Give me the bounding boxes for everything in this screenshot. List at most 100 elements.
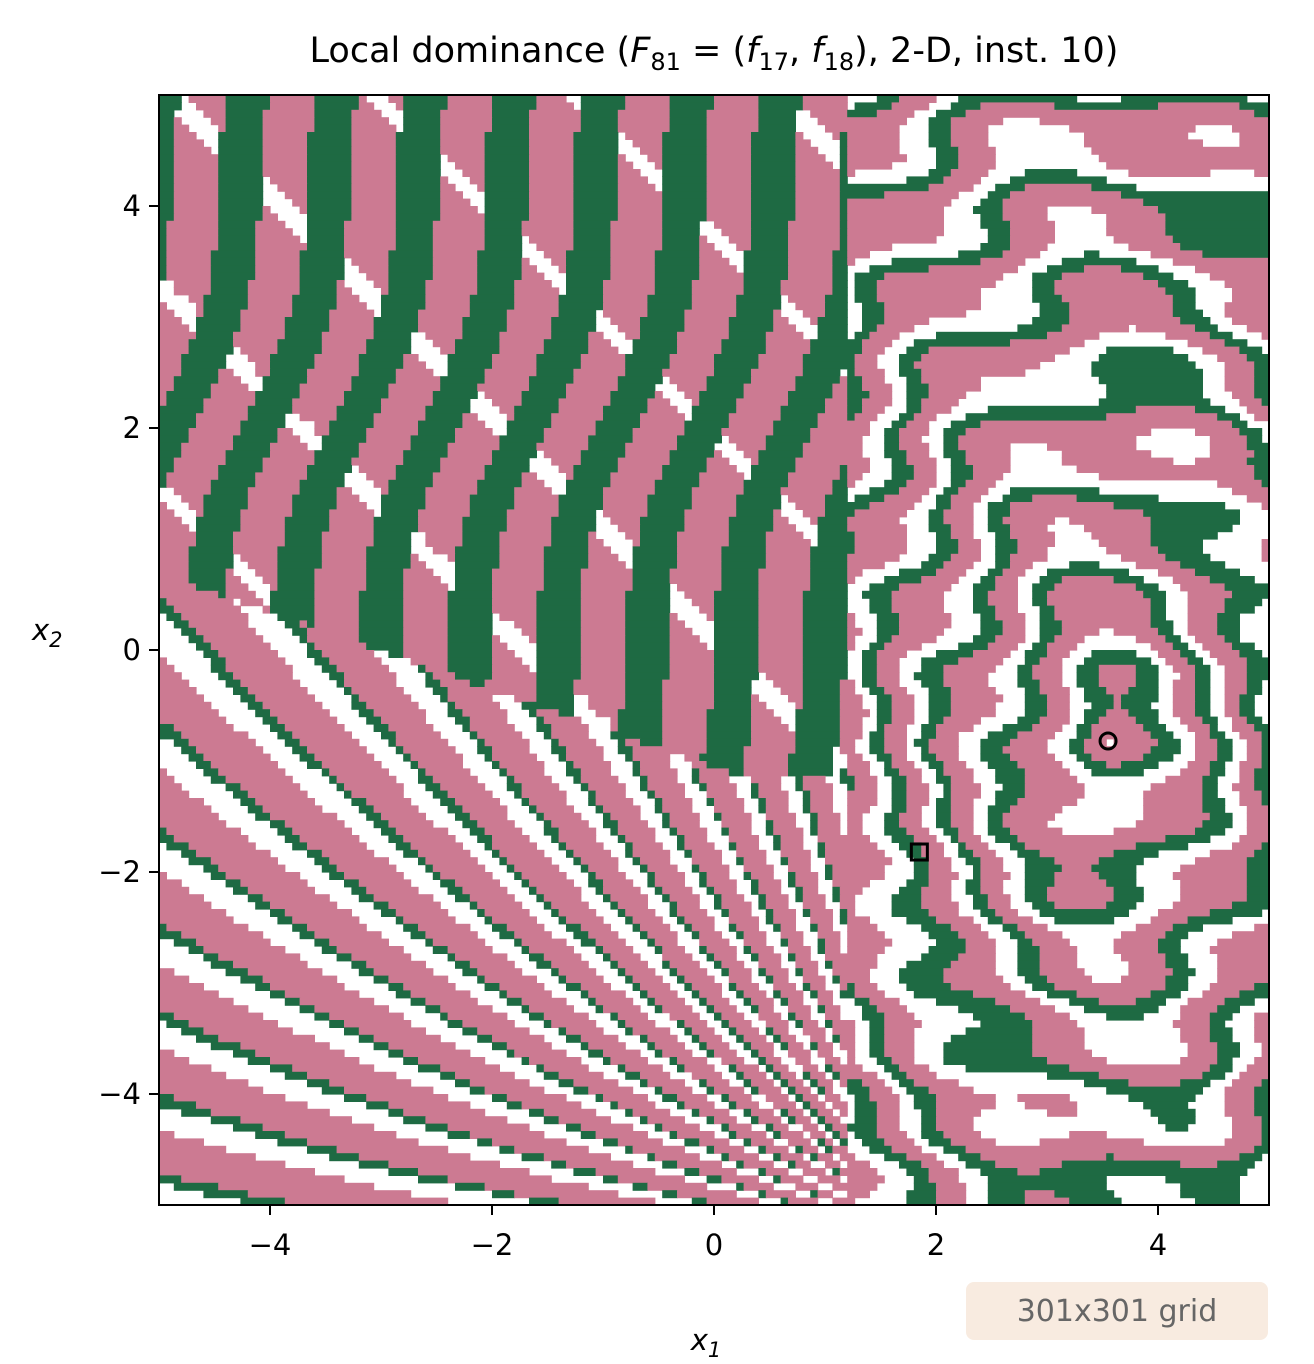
heatmap-cell	[862, 664, 878, 673]
heatmap-cell	[159, 1160, 286, 1169]
heatmap-cell	[432, 479, 478, 488]
heatmap-cell	[788, 997, 804, 1006]
heatmap-cell	[203, 309, 241, 318]
heatmap-cell	[1254, 383, 1269, 392]
heatmap-cell	[477, 272, 523, 281]
heatmap-cell	[965, 479, 996, 488]
markers	[909, 731, 1118, 862]
heatmap-cell	[950, 553, 981, 562]
heatmap-cell	[662, 1005, 693, 1014]
heatmap-cell	[699, 391, 745, 399]
heatmap-cell	[299, 287, 338, 296]
heatmap-cell	[210, 257, 256, 266]
heatmap-cell	[203, 109, 227, 118]
heatmap-cell	[1076, 465, 1255, 473]
heatmap-cell	[277, 553, 323, 562]
heatmap-cell	[240, 324, 286, 333]
heatmap-cell	[817, 812, 841, 821]
heatmap-cell	[714, 102, 759, 111]
heatmap-cell	[995, 835, 1018, 843]
heatmap-cell	[906, 376, 922, 385]
heatmap-cell	[1254, 450, 1269, 459]
heatmap-cell	[307, 146, 352, 155]
heatmap-cell	[921, 1123, 937, 1132]
heatmap-cell	[521, 391, 567, 399]
heatmap-cell	[307, 228, 345, 237]
heatmap-cell	[995, 790, 1026, 799]
heatmap-cell	[566, 1027, 604, 1036]
heatmap-cell	[654, 1042, 685, 1051]
heatmap-cell	[1172, 701, 1196, 710]
heatmap-cell	[603, 886, 641, 895]
heatmap-cell	[566, 849, 574, 858]
heatmap-cell	[366, 435, 412, 444]
heatmap-cell	[706, 176, 752, 185]
heatmap-cell	[765, 435, 811, 444]
heatmap-cell	[965, 450, 1011, 459]
heatmap-cell	[928, 124, 952, 133]
heatmap-cell	[358, 442, 412, 451]
heatmap-cell	[913, 1079, 959, 1088]
heatmap-cell	[233, 790, 249, 799]
heatmap-cell	[1128, 968, 1174, 977]
heatmap-cell	[543, 953, 582, 962]
heatmap-cell	[647, 1182, 708, 1191]
heatmap-cell	[906, 1086, 930, 1095]
heatmap-cell	[447, 886, 463, 895]
heatmap-cell	[418, 509, 471, 518]
heatmap-cell	[847, 206, 944, 214]
heatmap-cell	[366, 583, 404, 592]
heatmap-cell	[358, 613, 404, 621]
heatmap-cell	[669, 827, 678, 836]
heatmap-cell	[432, 243, 486, 251]
heatmap-cell	[580, 768, 611, 777]
heatmap-cell	[847, 761, 870, 769]
heatmap-cell	[159, 368, 182, 377]
heatmap-cell	[854, 546, 907, 555]
heatmap-cell	[758, 953, 782, 962]
heatmap-cell	[854, 1108, 878, 1117]
heatmap-cell	[936, 812, 952, 821]
heatmap-cell	[536, 102, 574, 111]
heatmap-cell	[536, 361, 582, 370]
heatmap-cell	[965, 938, 996, 947]
heatmap-cell	[218, 1034, 315, 1043]
heatmap-cell	[773, 1101, 796, 1110]
heatmap-cell	[728, 324, 774, 333]
heatmap-cell	[455, 953, 508, 962]
heatmap-cell	[595, 428, 634, 436]
heatmap-cell	[484, 368, 537, 377]
heatmap-cell	[936, 805, 952, 814]
heatmap-cell	[1261, 546, 1269, 555]
heatmap-cell	[810, 576, 848, 584]
heatmap-cell	[1061, 1160, 1181, 1169]
heatmap-cell	[173, 383, 212, 392]
heatmap-cell	[773, 1153, 782, 1162]
heatmap-cell	[1121, 553, 1166, 562]
heatmap-cell	[884, 1138, 915, 1147]
heatmap-cell	[677, 531, 730, 540]
heatmap-cell	[1232, 1116, 1263, 1125]
heatmap-cell	[706, 132, 752, 140]
heatmap-cell	[773, 842, 782, 851]
heatmap-cell	[751, 220, 789, 229]
heatmap-cell	[669, 1057, 678, 1065]
heatmap-cell	[714, 650, 759, 658]
heatmap-cell	[1232, 1131, 1263, 1139]
heatmap-cell	[721, 546, 767, 555]
heatmap-cell	[758, 790, 789, 799]
heatmap-cell	[854, 983, 878, 991]
heatmap-cell	[662, 1094, 678, 1102]
heatmap-cell	[987, 502, 1011, 510]
heatmap-cell	[580, 605, 626, 614]
heatmap-cell	[166, 923, 249, 932]
heatmap-cell	[906, 405, 922, 414]
heatmap-cell	[1143, 272, 1174, 281]
heatmap-cell	[810, 820, 819, 829]
heatmap-cell	[1121, 95, 1248, 103]
heatmap-cell	[321, 539, 375, 547]
heatmap-cell	[758, 450, 804, 459]
heatmap-cell	[1254, 849, 1269, 858]
heatmap-cell	[1143, 198, 1269, 207]
heatmap-cell	[714, 894, 722, 903]
